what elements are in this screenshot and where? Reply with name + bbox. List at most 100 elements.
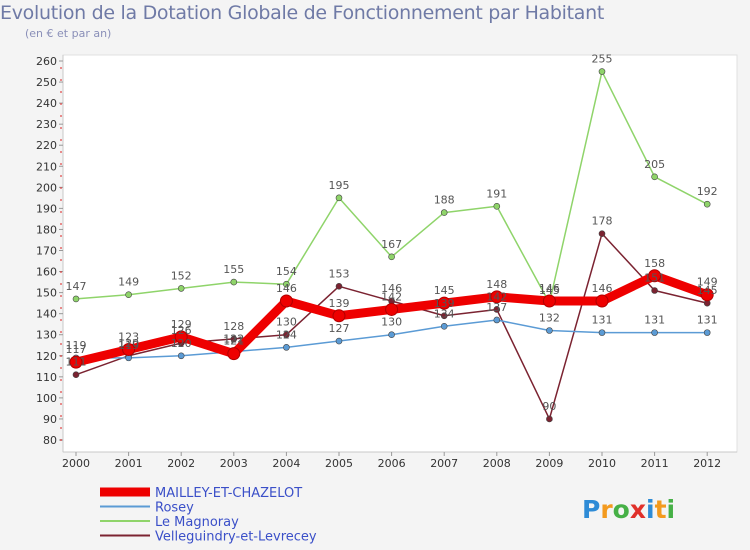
- data-point: [230, 335, 238, 343]
- data-point: [437, 296, 451, 310]
- data-label: 127: [329, 322, 350, 335]
- data-label: 255: [592, 53, 613, 66]
- x-tick-label: 2011: [641, 457, 669, 470]
- data-point: [546, 327, 553, 334]
- data-point: [598, 68, 606, 75]
- data-point: [69, 355, 83, 369]
- y-tick-label: 100: [36, 392, 57, 405]
- y-tick-label: 90: [43, 413, 57, 426]
- x-tick-label: 2005: [325, 457, 353, 470]
- data-point: [703, 329, 711, 336]
- data-label: 119: [66, 339, 87, 352]
- x-tick-label: 2006: [378, 457, 406, 470]
- data-label: 120: [171, 337, 192, 350]
- y-tick-label: 80: [43, 434, 57, 447]
- data-label: 142: [486, 290, 507, 303]
- data-label: 120: [118, 337, 139, 350]
- data-point: [648, 269, 662, 283]
- data-label: 131: [592, 314, 613, 327]
- data-point: [651, 287, 658, 294]
- y-tick-label: 210: [36, 160, 57, 173]
- data-label: 205: [644, 158, 665, 171]
- data-point: [283, 331, 290, 339]
- data-point: [542, 294, 556, 308]
- data-label: 192: [697, 185, 718, 198]
- data-point: [230, 278, 238, 286]
- y-tick-label: 140: [36, 308, 57, 321]
- data-label: 154: [276, 265, 297, 278]
- data-point: [335, 282, 343, 290]
- data-point: [700, 288, 714, 302]
- data-point: [72, 371, 80, 379]
- data-label: 149: [697, 276, 718, 289]
- data-label: 148: [486, 278, 507, 291]
- x-tick-label: 2002: [167, 457, 195, 470]
- data-point: [651, 173, 658, 181]
- y-tick-label: 150: [36, 287, 57, 300]
- data-point: [174, 330, 188, 344]
- data-point: [283, 280, 290, 288]
- data-label: 130: [276, 316, 297, 329]
- data-point: [388, 331, 395, 339]
- y-tick-label: 120: [36, 350, 57, 363]
- data-point: [493, 202, 501, 210]
- y-tick-label: 160: [36, 266, 57, 279]
- data-label: 195: [329, 179, 350, 192]
- data-label: 191: [486, 187, 507, 200]
- data-point: [335, 194, 343, 202]
- data-point: [125, 291, 132, 299]
- data-point: [440, 209, 448, 216]
- legend-label: Rosey: [155, 501, 194, 516]
- data-label: 152: [171, 269, 192, 282]
- x-tick-label: 2007: [430, 457, 458, 470]
- data-label: 147: [66, 280, 87, 293]
- x-tick-label: 2009: [535, 457, 563, 470]
- data-point: [385, 302, 399, 316]
- data-label: 153: [329, 267, 350, 280]
- data-point: [493, 316, 501, 324]
- data-label: 139: [434, 297, 455, 310]
- plot-area: [62, 54, 738, 453]
- data-point: [546, 415, 553, 423]
- y-tick-label: 110: [36, 371, 57, 384]
- x-tick-label: 2012: [693, 457, 721, 470]
- x-tick-label: 2010: [588, 457, 616, 470]
- data-label: 130: [381, 316, 402, 329]
- data-point: [598, 230, 606, 237]
- y-tick-label: 170: [36, 245, 57, 258]
- data-point: [490, 290, 504, 304]
- data-label: 145: [539, 284, 560, 297]
- chart-title: Evolution de la Dotation Globale de Fonc…: [0, 2, 605, 24]
- proxiti-logo: Proxiti: [582, 495, 675, 524]
- x-tick-label: 2008: [483, 457, 511, 470]
- data-label: 151: [644, 272, 665, 285]
- data-label: 146: [592, 282, 613, 295]
- data-label: 126: [171, 324, 192, 337]
- data-label: 146: [539, 282, 560, 295]
- data-label: 178: [592, 215, 613, 228]
- data-point: [227, 347, 241, 361]
- data-label: 124: [276, 328, 297, 341]
- data-label: 131: [644, 314, 665, 327]
- data-label: 155: [223, 263, 244, 276]
- data-point: [279, 294, 293, 308]
- data-label: 131: [697, 314, 718, 327]
- data-label: 139: [329, 297, 350, 310]
- x-tick-label: 2003: [220, 457, 248, 470]
- y-tick-label: 260: [36, 55, 57, 68]
- legend-label: MAILLEY-ET-CHAZELOT: [155, 486, 302, 501]
- x-tick-label: 2004: [272, 457, 300, 470]
- data-point: [72, 295, 80, 303]
- data-label: 145: [697, 284, 718, 297]
- y-tick-label: 200: [36, 181, 57, 194]
- data-label: 188: [434, 194, 455, 207]
- y-tick-label: 250: [36, 76, 57, 89]
- data-label: 121: [223, 335, 244, 348]
- y-tick-label: 220: [36, 139, 57, 152]
- y-tick-label: 180: [36, 223, 57, 236]
- data-label: 111: [66, 356, 87, 369]
- y-tick-label: 190: [36, 202, 57, 215]
- data-label: 142: [381, 290, 402, 303]
